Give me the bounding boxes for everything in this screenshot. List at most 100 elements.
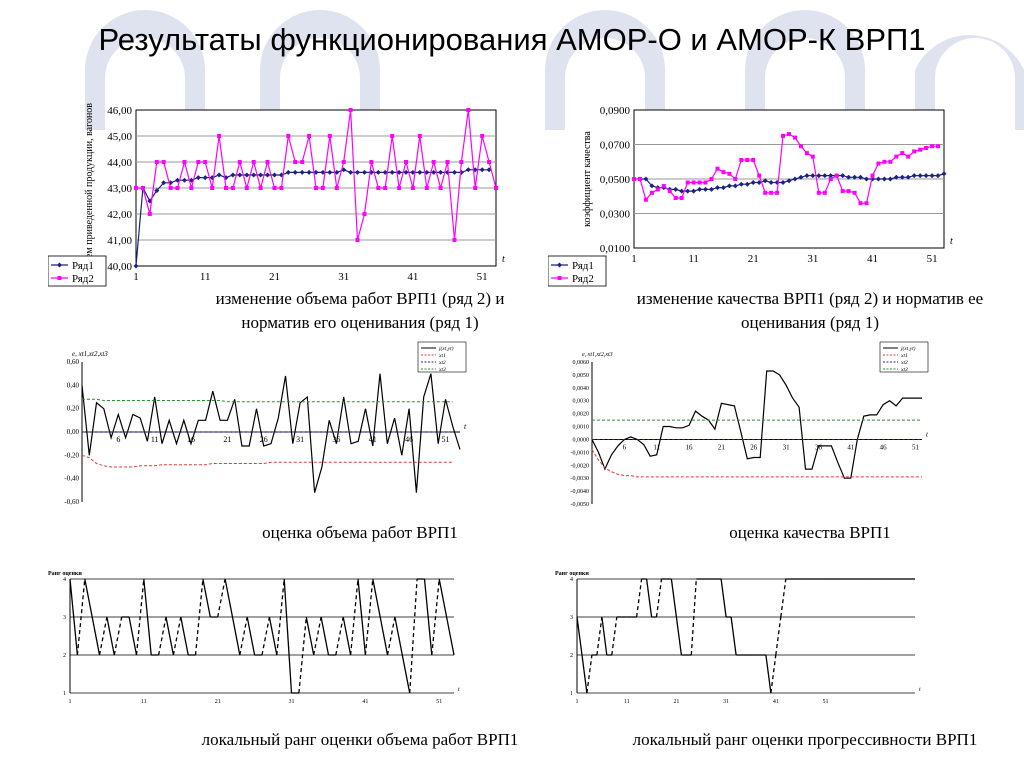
data-point [424,186,429,190]
x-tick-label: 21 [673,699,679,705]
data-point [202,175,208,181]
y-tick-label: 0,0050 [573,373,590,379]
rank-segment [386,616,396,656]
legend-box [879,341,929,373]
caption-volume-rank: локальный ранг оценки объема работ ВРП1 [201,730,519,749]
y-tick-label: 0,00 [67,428,80,436]
legend-label: Ряд2 [572,273,594,285]
data-point [404,160,408,164]
data-point [775,190,780,195]
rank-segment [576,616,583,656]
data-point [334,186,339,190]
data-point [314,186,318,190]
data-point [900,151,905,156]
caption-quality-estimate: оценка качества ВРП1 [729,523,891,542]
x-tick-label: 51 [477,271,488,283]
data-point [286,134,291,138]
volume-estimate-chart: -0,60 -0,40 -0,20 0,00 0,20 0,40 0,60 6 11 16 21 26… [64,341,467,506]
y-tick-label: 0,0900 [600,105,631,117]
data-point [732,183,738,189]
data-point [649,190,654,195]
data-point [327,134,332,138]
data-point [465,167,471,173]
x-tick-label: 31 [783,443,791,451]
y-tick-label: 41,00 [107,235,132,247]
y-tick-label: 42,00 [107,209,132,221]
data-point [382,169,388,175]
legend-label: Ряд1 [572,260,594,272]
y-tick-label: -0,0020 [571,463,590,469]
data-point [781,133,785,138]
data-point [154,160,159,164]
data-point [924,146,929,150]
data-point [375,169,381,175]
data-point [756,180,762,185]
rank-segment [239,616,248,656]
x-tick-label: 41 [407,271,418,283]
data-point [244,186,249,190]
data-point [751,158,756,162]
data-point [762,178,768,184]
data-point [140,186,145,190]
x-tick-label: 11 [151,435,159,444]
data-point [244,172,250,178]
data-point [362,169,367,175]
data-point [918,147,923,152]
rank-segment [675,616,683,656]
y-tick-label: 0,0010 [573,425,590,431]
data-point [846,189,851,194]
x-tick-label: 41 [847,443,855,451]
data-point [217,134,222,138]
data-point [685,180,690,185]
data-point [341,160,346,164]
data-point [320,186,325,190]
data-point [431,169,437,175]
data-point [410,186,415,190]
rank-segment [84,578,93,618]
x-tick-label: 26 [750,443,758,451]
data-point [840,189,845,194]
rank-segment [601,616,608,656]
series-line-0 [135,169,490,267]
x-tick-label: 31 [338,271,349,283]
data-point [251,172,257,178]
data-point [285,169,291,175]
data-point [727,171,732,176]
data-point [473,186,478,190]
data-point [679,188,685,194]
x-tick-label: 31 [289,699,295,705]
rank-segment [770,654,777,694]
x-tick-label: 21 [269,271,280,283]
data-point [787,132,791,137]
data-point [466,108,471,112]
y-tick-label: 43,00 [107,183,132,195]
data-point [479,167,485,173]
legend-label: xt3 [900,367,908,373]
y-axis-label: объем приведенной продукции, вагонов [84,103,95,273]
data-point [870,173,875,178]
caption-quality-rank: локальный ранг оценки прогрессивности ВР… [632,730,978,749]
y-tick-label: -0,0010 [571,450,590,456]
rank-segment [135,578,145,656]
data-point [864,201,869,206]
data-point [147,212,152,216]
data-point [733,177,738,181]
rank-segment [394,616,403,656]
data-point [452,238,457,242]
y-tick-label: 0,20 [67,405,80,413]
data-point [376,186,381,190]
data-point [846,174,852,180]
data-point [348,108,353,112]
data-point [858,201,863,206]
caption-volume: изменение объема работ ВРП1 (ряд 2) и но… [215,289,505,332]
data-point [189,186,194,190]
rank-segment [76,578,86,656]
y-tick-label: -0,0050 [571,502,590,508]
data-point [798,174,804,180]
rank-segment [261,616,271,656]
rank-segment [645,578,653,618]
y-tick-label: 3 [570,615,573,621]
series-line-1 [81,454,453,468]
